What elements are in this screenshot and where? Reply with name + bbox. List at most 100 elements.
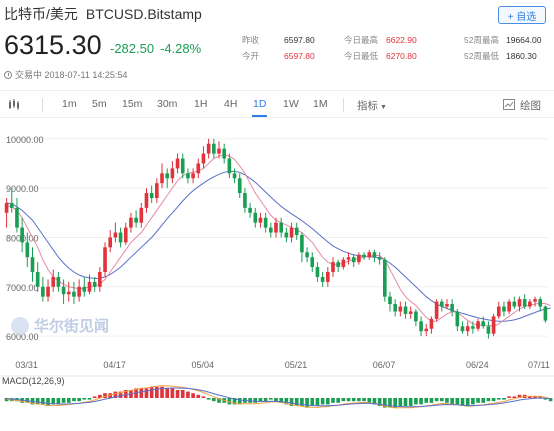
- watermark-text: 华尔街见闻: [34, 317, 109, 335]
- period-1d[interactable]: 1D: [251, 98, 268, 117]
- candle-body: [41, 286, 45, 297]
- macd-bar: [455, 398, 460, 405]
- prev-close-value: 6597.80: [284, 35, 315, 45]
- macd-bar: [471, 398, 475, 405]
- candle-body: [82, 286, 87, 292]
- period-1h[interactable]: 1H: [194, 98, 208, 110]
- macd-bar: [512, 396, 517, 398]
- candle-body: [232, 173, 237, 179]
- chart-type-icon[interactable]: [8, 99, 20, 110]
- candle-body: [528, 301, 532, 307]
- period-1mo[interactable]: 1M: [313, 98, 328, 110]
- macd-bar: [414, 398, 418, 405]
- macd-bar: [41, 398, 45, 405]
- candle-body: [346, 257, 351, 260]
- macd-bar: [351, 398, 356, 402]
- macd-bar: [77, 398, 81, 402]
- candle-body: [35, 272, 40, 287]
- candle-body: [108, 237, 113, 248]
- macd-bar: [533, 396, 537, 398]
- macd-bar: [300, 398, 304, 406]
- candle-body: [87, 281, 92, 292]
- macd-bar: [248, 398, 252, 403]
- macd-bar: [517, 394, 522, 398]
- candle-body: [543, 306, 548, 321]
- macd-bar: [460, 398, 465, 406]
- x-tick-label: 05/21: [285, 360, 308, 370]
- instrument-title: 比特币/美元 BTCUSD.Bitstamp: [4, 4, 202, 24]
- candle-body: [372, 252, 377, 258]
- macd-bar: [144, 388, 149, 398]
- candle-body: [496, 306, 501, 317]
- candle-body: [77, 286, 81, 297]
- price-chart[interactable]: 10000.009000.008000.007000.006000.00华尔街见…: [0, 120, 554, 431]
- candle-body: [222, 148, 227, 159]
- candle-body: [25, 242, 30, 258]
- x-tick-label: 04/17: [103, 360, 126, 370]
- candle-body: [320, 276, 325, 282]
- period-4h[interactable]: 4H: [224, 98, 238, 110]
- candle-body: [149, 193, 154, 198]
- macd-bar: [388, 398, 392, 408]
- candle-body: [414, 311, 418, 322]
- macd-bar: [548, 398, 553, 402]
- candle-body: [310, 257, 315, 268]
- period-30m[interactable]: 30m: [157, 98, 178, 110]
- instrument-name: 比特币/美元: [4, 6, 78, 22]
- candle-body: [170, 168, 175, 179]
- candle-body: [72, 291, 76, 297]
- indicator-menu[interactable]: 指标 ▼: [357, 98, 387, 113]
- candle-body: [517, 299, 522, 307]
- candle-body: [445, 304, 449, 307]
- period-15m[interactable]: 15m: [122, 98, 143, 110]
- macd-bar: [398, 398, 403, 406]
- candle-body: [315, 267, 320, 277]
- period-1m[interactable]: 1m: [62, 98, 77, 110]
- period-5m[interactable]: 5m: [92, 98, 107, 110]
- candle-body: [92, 281, 97, 287]
- x-tick-label: 07/11: [528, 360, 550, 370]
- macd-bar: [491, 398, 496, 402]
- macd-bar: [258, 398, 263, 402]
- candle-body: [419, 321, 423, 332]
- macd-bar: [476, 398, 480, 403]
- add-watchlist-button[interactable]: + 自选: [498, 6, 546, 24]
- macd-bar: [294, 398, 299, 406]
- macd-bar: [35, 398, 40, 405]
- candle-body: [66, 291, 71, 295]
- macd-bar: [331, 398, 335, 403]
- macd-bar: [274, 398, 278, 402]
- period-1w[interactable]: 1W: [283, 98, 299, 110]
- candle-body: [134, 217, 138, 223]
- candle-body: [455, 311, 460, 327]
- macd-bar: [237, 398, 242, 405]
- candle-body: [507, 301, 511, 312]
- x-tick-label: 05/04: [191, 360, 214, 370]
- candle-body: [538, 299, 543, 307]
- macd-bar: [118, 391, 123, 398]
- macd-bar: [232, 398, 237, 405]
- candle-body: [367, 252, 372, 258]
- price-change-percent: -4.28%: [160, 41, 202, 56]
- macd-dea-line: [6, 387, 551, 408]
- draw-icon[interactable]: [503, 99, 515, 110]
- candle-body: [341, 259, 346, 268]
- x-tick-label: 06/07: [373, 360, 396, 370]
- macd-bar: [310, 398, 315, 406]
- macd-bar: [346, 398, 351, 402]
- candle-body: [144, 193, 149, 208]
- macd-bar: [465, 398, 470, 406]
- macd-bar: [289, 398, 294, 406]
- candle-body: [98, 272, 102, 287]
- week52-high-value: 19664.00: [506, 35, 542, 45]
- macd-bar: [429, 398, 434, 403]
- macd-bar: [201, 396, 206, 398]
- candle-body: [191, 173, 195, 179]
- candle-body: [351, 257, 356, 263]
- macd-bar: [284, 398, 289, 405]
- day-low-value: 6270.80: [386, 51, 417, 61]
- candle-body: [393, 304, 397, 312]
- macd-bar: [103, 393, 107, 398]
- draw-button[interactable]: 绘图: [520, 100, 541, 112]
- macd-bar: [87, 398, 92, 400]
